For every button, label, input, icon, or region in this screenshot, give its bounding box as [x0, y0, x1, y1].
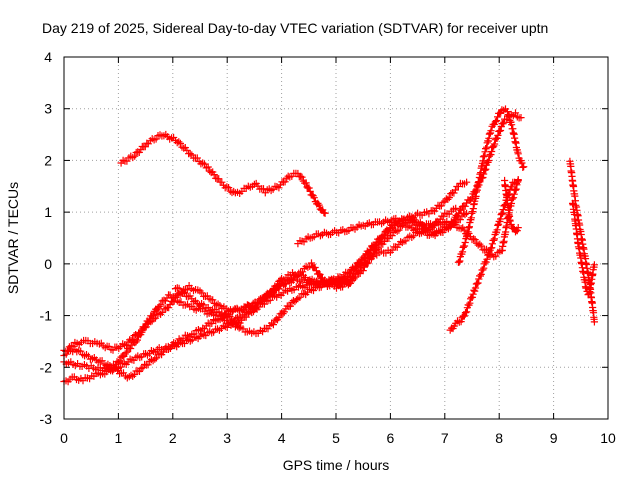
y-tick-label: 2	[44, 152, 52, 168]
grid-lines	[64, 57, 608, 419]
data-point-markers	[454, 105, 528, 266]
data-point-markers	[501, 176, 522, 236]
y-tick-label: 3	[44, 101, 52, 117]
y-tick-label: 1	[44, 204, 52, 220]
series-track-3	[60, 109, 525, 355]
x-tick-label: 8	[495, 430, 503, 446]
series-track-6	[171, 276, 356, 338]
x-tick-label: 4	[278, 430, 286, 446]
x-tick-label: 5	[332, 430, 340, 446]
series-track-1	[117, 130, 329, 217]
axis-ticks	[63, 56, 609, 420]
x-axis-label: GPS time / hours	[283, 457, 390, 473]
y-tick-label: -1	[40, 308, 53, 324]
series-track-11	[566, 157, 598, 326]
data-series	[60, 105, 598, 386]
x-tick-label: 1	[115, 430, 123, 446]
x-tick-label: 10	[600, 430, 616, 446]
data-point-markers	[566, 157, 598, 326]
x-tick-label: 3	[223, 430, 231, 446]
x-tick-label: 2	[169, 430, 177, 446]
x-tick-label: 6	[387, 430, 395, 446]
x-tick-label: 7	[441, 430, 449, 446]
series-track-10	[501, 176, 522, 236]
data-point-markers	[60, 109, 525, 355]
y-tick-label: -2	[40, 359, 53, 375]
x-tick-label: 0	[60, 430, 68, 446]
series-track-12	[569, 199, 598, 299]
data-point-markers	[117, 130, 329, 217]
data-point-markers	[171, 276, 356, 338]
y-tick-label: 4	[44, 49, 52, 65]
chart-title: Day 219 of 2025, Sidereal Day-to-day VTE…	[42, 20, 548, 36]
series-track-9	[454, 105, 528, 266]
y-tick-label: 0	[44, 256, 52, 272]
x-tick-label: 9	[550, 430, 558, 446]
y-axis-label: SDTVAR / TECUs	[5, 182, 21, 294]
data-point-markers	[569, 199, 598, 299]
x-axis-tick-labels: 0 1 2 3 4 5 6 7 8 9 10	[60, 430, 616, 446]
y-tick-label: -3	[40, 411, 53, 427]
y-axis-tick-labels: -3 -2 -1 0 1 2 3 4	[40, 49, 53, 427]
